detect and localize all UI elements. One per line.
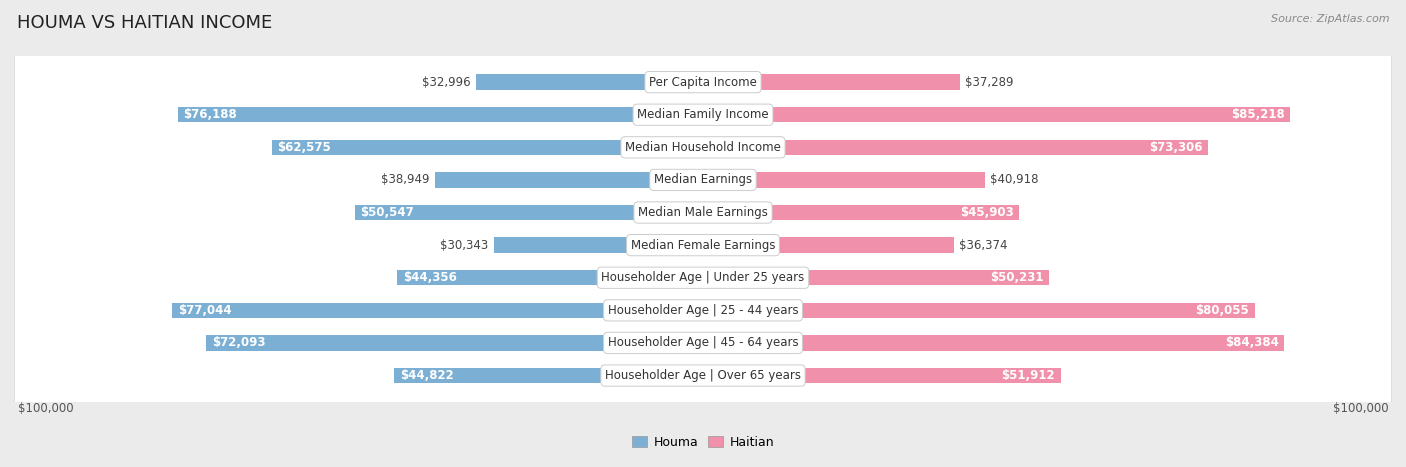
Text: $100,000: $100,000 [1333,402,1389,415]
Bar [703,205,1019,220]
Bar [703,335,1284,351]
Text: Per Capita Income: Per Capita Income [650,76,756,89]
Text: $40,918: $40,918 [990,173,1039,186]
FancyBboxPatch shape [14,0,1392,467]
FancyBboxPatch shape [14,0,1392,467]
Text: Median Household Income: Median Household Income [626,141,780,154]
FancyBboxPatch shape [14,0,1392,467]
Text: $73,306: $73,306 [1149,141,1202,154]
Bar [354,205,703,220]
Bar [703,368,1060,383]
Text: $50,231: $50,231 [990,271,1043,284]
Text: $44,822: $44,822 [399,369,454,382]
Bar [271,140,703,155]
Text: $44,356: $44,356 [404,271,457,284]
Text: $85,218: $85,218 [1230,108,1285,121]
Bar [434,172,703,188]
Bar [394,368,703,383]
FancyBboxPatch shape [14,0,1392,467]
Bar [703,270,1049,285]
FancyBboxPatch shape [14,0,1392,467]
Text: $45,903: $45,903 [960,206,1014,219]
Bar [172,303,703,318]
Legend: Houma, Haitian: Houma, Haitian [627,431,779,454]
FancyBboxPatch shape [14,0,1392,467]
Text: Median Family Income: Median Family Income [637,108,769,121]
Bar [494,237,703,253]
Text: Source: ZipAtlas.com: Source: ZipAtlas.com [1271,14,1389,24]
Bar [703,172,984,188]
Text: Householder Age | 45 - 64 years: Householder Age | 45 - 64 years [607,336,799,349]
FancyBboxPatch shape [14,0,1392,467]
FancyBboxPatch shape [14,0,1392,467]
Text: $37,289: $37,289 [966,76,1014,89]
Bar [398,270,703,285]
Text: $76,188: $76,188 [184,108,238,121]
Bar [703,140,1208,155]
Text: $77,044: $77,044 [177,304,232,317]
Text: Householder Age | Under 25 years: Householder Age | Under 25 years [602,271,804,284]
Bar [207,335,703,351]
Text: Householder Age | Over 65 years: Householder Age | Over 65 years [605,369,801,382]
Text: $36,374: $36,374 [959,239,1008,252]
Bar [703,237,953,253]
FancyBboxPatch shape [14,0,1392,467]
Text: $32,996: $32,996 [422,76,470,89]
Text: $51,912: $51,912 [1001,369,1054,382]
Text: $62,575: $62,575 [277,141,332,154]
Text: $100,000: $100,000 [17,402,73,415]
Text: Householder Age | 25 - 44 years: Householder Age | 25 - 44 years [607,304,799,317]
Text: $84,384: $84,384 [1225,336,1279,349]
Bar [179,107,703,122]
Text: $50,547: $50,547 [360,206,413,219]
Text: $80,055: $80,055 [1195,304,1249,317]
Text: Median Male Earnings: Median Male Earnings [638,206,768,219]
FancyBboxPatch shape [14,0,1392,467]
Text: HOUMA VS HAITIAN INCOME: HOUMA VS HAITIAN INCOME [17,14,273,32]
Text: Median Earnings: Median Earnings [654,173,752,186]
Bar [703,303,1254,318]
Text: Median Female Earnings: Median Female Earnings [631,239,775,252]
Text: $30,343: $30,343 [440,239,488,252]
Bar [703,107,1291,122]
Bar [703,74,960,90]
Text: $72,093: $72,093 [212,336,266,349]
Bar [475,74,703,90]
Text: $38,949: $38,949 [381,173,429,186]
